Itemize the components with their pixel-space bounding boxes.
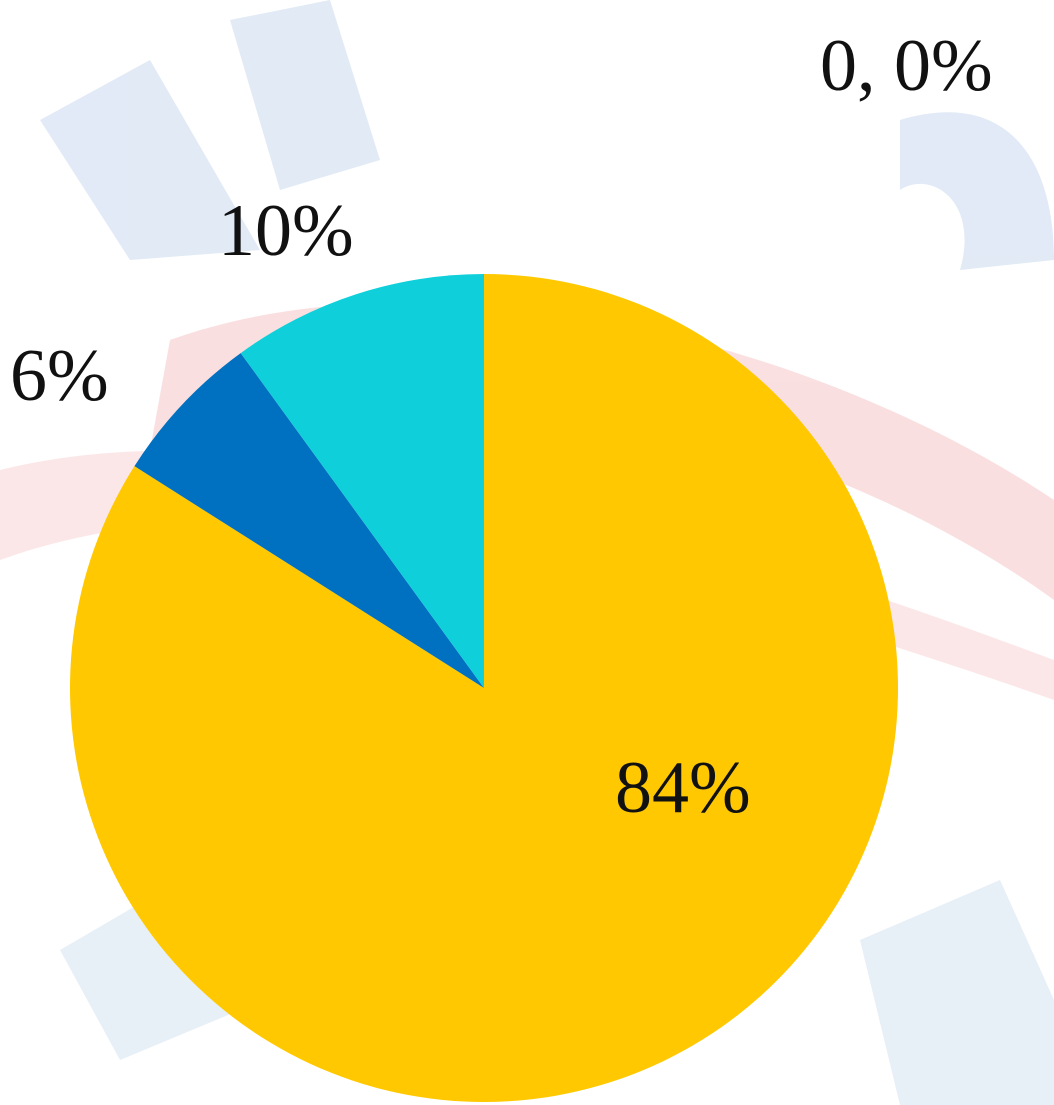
data-label: 6% <box>10 335 109 417</box>
pie-slice <box>69 274 898 1102</box>
pie-slice <box>240 274 484 688</box>
data-label: 0, 0% <box>820 25 993 107</box>
data-label: 10% <box>218 190 354 272</box>
data-label: 84% <box>615 747 751 829</box>
pie-slice <box>134 353 484 688</box>
